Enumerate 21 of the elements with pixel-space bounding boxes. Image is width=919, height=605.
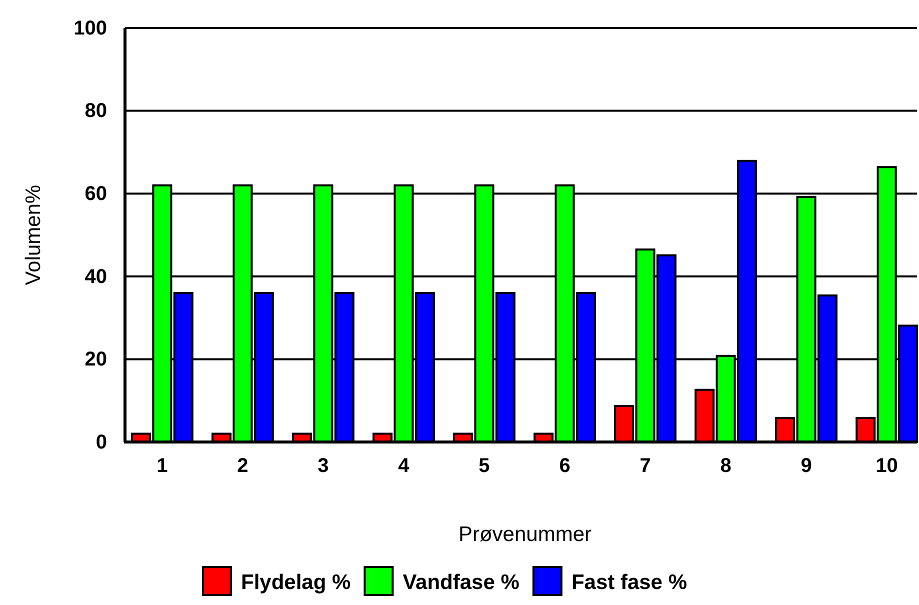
legend-label: Vandfase % bbox=[402, 571, 520, 594]
x-tick-label: 9 bbox=[800, 455, 812, 478]
x-tick-label: 7 bbox=[640, 455, 651, 478]
x-tick-label: 1 bbox=[156, 455, 168, 478]
y-tick-label: 100 bbox=[74, 17, 107, 40]
y-axis-title: Volumen% bbox=[22, 184, 45, 286]
y-tick-label: 40 bbox=[84, 266, 107, 288]
y-tick-label: 0 bbox=[96, 431, 107, 454]
y-tick-label: 80 bbox=[84, 100, 107, 122]
x-tick-label: 3 bbox=[318, 455, 329, 478]
x-tick-label: 10 bbox=[876, 455, 898, 478]
legend-label: Fast fase % bbox=[571, 571, 688, 594]
y-tick-label: 20 bbox=[84, 348, 107, 371]
y-tick-label: 60 bbox=[84, 183, 107, 205]
x-tick-label: 2 bbox=[237, 455, 248, 478]
x-tick-label: 5 bbox=[478, 455, 490, 478]
x-tick-label: 4 bbox=[398, 455, 410, 478]
x-tick-label: 6 bbox=[559, 455, 570, 478]
x-tick-label: 8 bbox=[720, 455, 732, 478]
legend-label: Flydelag % bbox=[241, 571, 352, 594]
x-axis-title: Prøvenummer bbox=[458, 523, 592, 546]
